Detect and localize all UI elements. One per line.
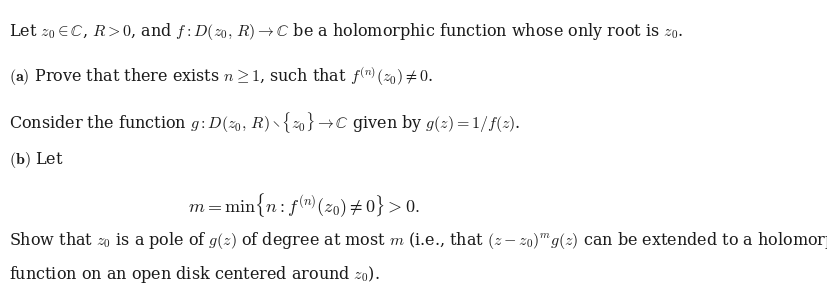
Text: Let $z_0 \in \mathbb{C}$, $R > 0$, and $f : D(z_0,\, R) \to \mathbb{C}$ be a hol: Let $z_0 \in \mathbb{C}$, $R > 0$, and $… [9,21,683,42]
Text: $m = \min\left\{n : f^{(n)}(z_0) \neq 0\right\} > 0.$: $m = \min\left\{n : f^{(n)}(z_0) \neq 0\… [189,191,420,219]
Text: $\mathbf{(a)}$ Prove that there exists $n \geq 1$, such that $f^{(n)}(z_0) \neq : $\mathbf{(a)}$ Prove that there exists $… [9,65,433,88]
Text: $\mathbf{(b)}$ Let: $\mathbf{(b)}$ Let [9,150,64,170]
Text: Consider the function $g : D(z_0,\, R) \setminus \{z_0\} \to \mathbb{C}$ given b: Consider the function $g : D(z_0,\, R) \… [9,110,521,135]
Text: Show that $z_0$ is a pole of $g(z)$ of degree at most $m$ (i.e., that $(z - z_0): Show that $z_0$ is a pole of $g(z)$ of d… [9,230,827,251]
Text: function on an open disk centered around $z_0$).: function on an open disk centered around… [9,264,380,285]
